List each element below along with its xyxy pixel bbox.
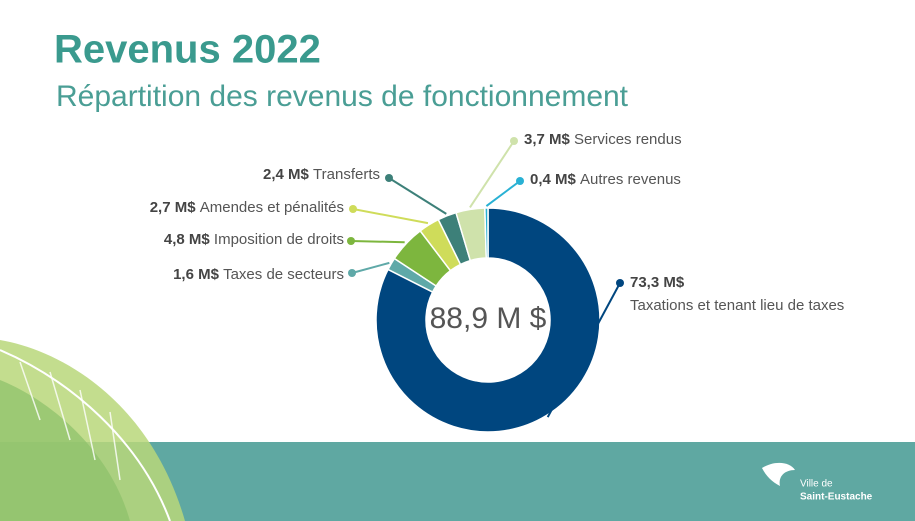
logo-line2: Saint-Eustache: [800, 492, 873, 503]
slide: Revenus 2022 Répartition des revenus de …: [0, 0, 915, 521]
category-label: Amendes et pénalités: [200, 199, 344, 216]
leader-line: [351, 241, 405, 242]
value-label: 0,4 M$: [530, 171, 577, 188]
value-label: 2,7 M$: [150, 199, 197, 216]
leader-dot: [385, 174, 393, 182]
slice-label: 3,7 M$ Services rendus: [524, 131, 682, 148]
donut-chart: 73,3 M$ Taxations et tenant lieu de taxes…: [150, 131, 845, 432]
value-label: 73,3 M$: [630, 274, 685, 291]
leader-dot: [510, 137, 518, 145]
leader-dot: [347, 237, 355, 245]
leader-dot: [516, 177, 524, 185]
value-label: 1,6 M$: [173, 266, 220, 283]
leader-line: [486, 181, 520, 206]
logo-line1: Ville de: [800, 479, 833, 490]
leader-line: [353, 209, 428, 223]
leader-line: [352, 263, 389, 273]
slice-label: 73,3 M$: [630, 274, 685, 291]
category-label: Taxes de secteurs: [223, 266, 344, 283]
page: {"chart_data": {"type": "donut", "title"…: [0, 0, 915, 521]
value-label: 2,4 M$: [263, 166, 310, 183]
value-label: 3,7 M$: [524, 131, 571, 148]
category-label: Imposition de droits: [214, 231, 344, 248]
category-label: Transferts: [313, 166, 380, 183]
center-label: 88,9 M $: [430, 302, 547, 335]
slice-label: 2,7 M$ Amendes et pénalités: [150, 199, 344, 216]
leaf-decoration: [0, 340, 185, 521]
slice: [485, 208, 488, 258]
slice-label: 0,4 M$ Autres revenus: [530, 171, 681, 188]
slice-label: 1,6 M$ Taxes de secteurs: [173, 266, 344, 283]
leader-line: [389, 178, 446, 214]
leader-dot: [349, 205, 357, 213]
slice-label: 2,4 M$ Transferts: [263, 166, 380, 183]
leader-line: [470, 141, 514, 207]
leader-dot: [348, 269, 356, 277]
category-label: Taxations et tenant lieu de taxes: [630, 297, 844, 314]
category-label: Autres revenus: [580, 171, 681, 188]
value-label: 4,8 M$: [164, 231, 211, 248]
slice-label: 4,8 M$ Imposition de droits: [164, 231, 344, 248]
subtitle: Répartition des revenus de fonctionnemen…: [56, 80, 629, 113]
leader-dot: [616, 279, 624, 287]
category-label: Services rendus: [574, 131, 682, 148]
title: Revenus 2022: [54, 28, 321, 72]
